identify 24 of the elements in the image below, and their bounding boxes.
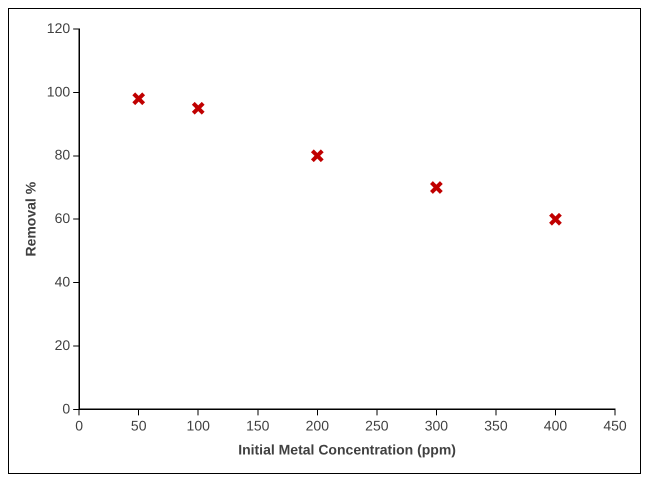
y-tick-label: 40	[54, 273, 70, 290]
y-tick-label: 100	[46, 83, 70, 100]
y-tick-label: 0	[62, 400, 70, 416]
x-tick-label: 100	[186, 418, 210, 434]
x-tick-label: 150	[246, 418, 270, 434]
point	[310, 148, 324, 163]
x-tick-label: 300	[424, 418, 448, 434]
x-tick-label: 400	[544, 418, 568, 434]
y-axis-title: Removal %	[22, 181, 38, 257]
point	[132, 92, 146, 106]
point	[191, 101, 206, 116]
x-tick-label: 0	[75, 418, 84, 434]
x-tick-label: 50	[130, 418, 147, 434]
x-axis-title: Initial Metal Concentration (ppm)	[238, 441, 456, 458]
x-tick-label: 350	[484, 418, 508, 434]
x-tick-label: 250	[365, 418, 389, 434]
point	[429, 180, 444, 194]
x-tick-label: 200	[306, 418, 330, 434]
y-tick-label: 60	[54, 210, 70, 226]
y-tick-label: 120	[46, 20, 70, 36]
x-tick-label: 450	[603, 418, 627, 434]
point	[548, 212, 562, 226]
y-tick-label: 80	[54, 146, 70, 163]
y-tick-label: 20	[54, 336, 70, 353]
